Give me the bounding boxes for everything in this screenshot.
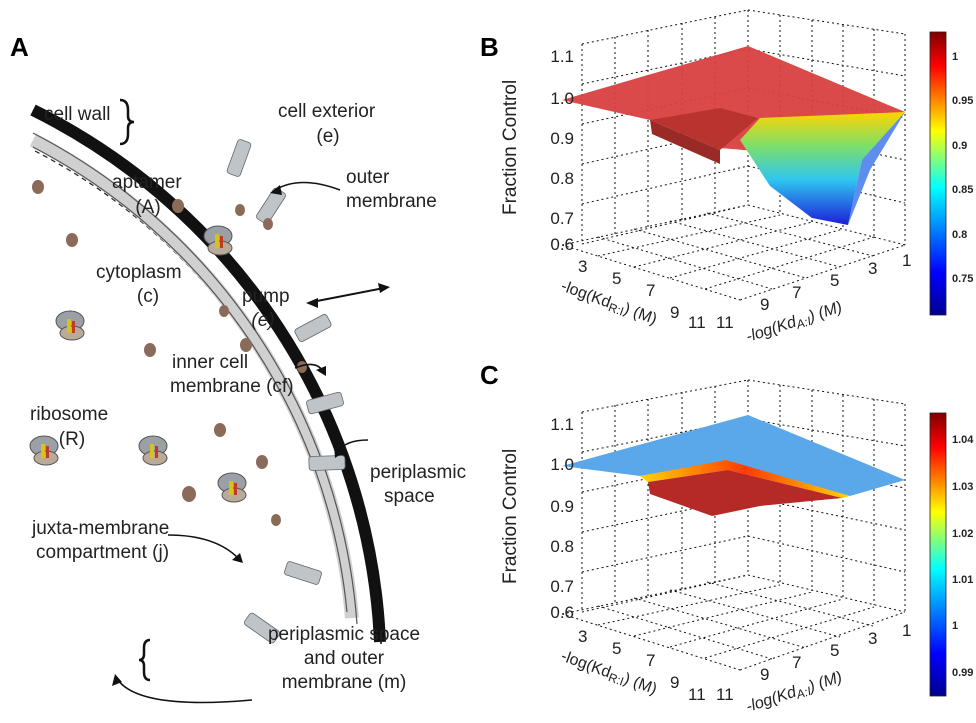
- panel-b-colorbar-tick: 0.75: [952, 273, 973, 285]
- panel-b-colorbar: [929, 31, 947, 316]
- panel-b-y-tick: 11: [716, 313, 734, 332]
- panel-c-y-tick: 3: [868, 629, 877, 648]
- label-cell-wall: cell wall: [44, 104, 111, 125]
- panel-b-x-tick: 3: [578, 257, 587, 276]
- cell-wall-band: [30, 104, 386, 643]
- panel-a-letter: A: [10, 32, 29, 62]
- label-ribosome-abbrev: (R): [59, 429, 85, 450]
- panel-b-colorbar-tick: 0.95: [952, 95, 973, 107]
- label-ribosome: ribosome: [30, 404, 108, 425]
- panel-b-surface: [562, 46, 905, 225]
- panel-c-x-tick: 5: [612, 639, 621, 658]
- label-cell-exterior: cell exterior: [278, 101, 376, 122]
- label-juxta-2: compartment (j): [36, 542, 169, 563]
- panel-c-colorbar-tick: 1.02: [952, 528, 973, 540]
- panel-c-colorbar-tick: 1: [952, 620, 958, 632]
- panel-b-colorbar-tick: 0.9: [952, 140, 967, 152]
- panel-c-colorbar-tick: 1.03: [952, 481, 973, 493]
- label-pump: pump: [242, 286, 290, 307]
- panel-c-z-tick: 0.6: [550, 603, 574, 622]
- ribosome-icons: [29, 225, 247, 503]
- panel-c-colorbar-tick: 0.99: [952, 667, 973, 679]
- panel-b-x-tick: 11: [688, 313, 706, 332]
- panel-c-y-tick: 7: [792, 653, 801, 672]
- label-ps-om-1: periplasmic space: [268, 624, 420, 645]
- panel-b-colorbar-tick: 0.85: [952, 184, 973, 196]
- panel-b-x-tick: 5: [612, 269, 621, 288]
- panel-b-x-tick: 9: [670, 303, 679, 322]
- panel-b-x-tick: 7: [646, 281, 655, 300]
- panel-c-colorbar: [929, 412, 947, 697]
- label-outer-membrane-1: outer: [346, 167, 390, 188]
- panel-c-x-label: -log(KdR:I) (M): [558, 648, 659, 700]
- panel-c-y-tick: 1: [902, 621, 911, 640]
- panel-b-y-tick: 9: [760, 295, 769, 314]
- label-cell-exterior-abbrev: (e): [316, 126, 339, 147]
- label-cytoplasm-abbrev: (c): [137, 286, 159, 307]
- panel-c-y-tick: 11: [716, 685, 734, 704]
- panel-b-z-tick: 0.9: [550, 129, 574, 148]
- panel-b-z-tick: 0.7: [550, 209, 574, 228]
- label-periplasmic-2: space: [384, 486, 435, 507]
- label-aptamer-abbrev: (A): [135, 197, 160, 218]
- aptamer-molecules: [32, 180, 307, 526]
- panel-b-z-tick: 0.6: [550, 235, 574, 254]
- panel-c: C 1.1: [480, 360, 974, 716]
- panel-c-z-tick: 0.7: [550, 577, 574, 596]
- panel-b-y-tick: 1: [902, 251, 911, 270]
- panel-c-x-tick: 11: [688, 685, 706, 704]
- pump-proteins: [226, 139, 346, 644]
- panel-b-y-tick: 5: [830, 271, 839, 290]
- label-inner-membrane-1: inner cell: [172, 352, 248, 373]
- cell-wall-brace: [119, 98, 135, 146]
- panel-c-z-label: Fraction Control: [500, 449, 521, 584]
- label-cytoplasm: cytoplasm: [96, 262, 182, 283]
- panel-b-y-tick: 7: [792, 283, 801, 302]
- panel-b-colorbar-tick: 0.8: [952, 229, 967, 241]
- panel-c-z-tick: 0.8: [550, 537, 574, 556]
- panel-c-y-tick: 5: [830, 641, 839, 660]
- label-juxta-1: juxta-membrane: [31, 518, 169, 539]
- panel-b-z-tick: 0.8: [550, 169, 574, 188]
- panel-c-x-tick: 7: [646, 651, 655, 670]
- inner-membrane-band: [29, 133, 359, 619]
- panel-b-x-label: -log(KdR:I) (M): [558, 278, 659, 330]
- label-outer-membrane-2: membrane: [346, 191, 437, 212]
- panel-b-z-tick: 1.1: [550, 47, 574, 66]
- label-ps-om-2: and outer: [304, 648, 385, 669]
- panel-b-letter: B: [480, 32, 499, 62]
- panel-b-z-label: Fraction Control: [500, 80, 521, 215]
- panel-c-z-tick: 1.0: [550, 455, 574, 474]
- label-aptamer: aptamer: [112, 172, 182, 193]
- label-ps-om-3: membrane (m): [282, 672, 407, 693]
- panel-b-y-tick: 3: [868, 259, 877, 278]
- label-inner-membrane-2: membrane (cf): [170, 376, 294, 397]
- label-pump-abbrev: (e): [251, 310, 274, 331]
- panel-c-surface: [562, 415, 905, 516]
- panel-c-letter: C: [480, 360, 499, 390]
- inner-membrane-edge-outer: [32, 132, 358, 625]
- panel-c-x-tick: 3: [578, 627, 587, 646]
- panel-b-z-tick: 1.0: [550, 89, 574, 108]
- label-periplasmic-1: periplasmic: [370, 462, 466, 483]
- callout-arrows: [117, 181, 369, 704]
- bottom-brace: [138, 638, 151, 682]
- panel-c-y-tick: 9: [760, 665, 769, 684]
- pump-arrow: [306, 283, 390, 308]
- callout-arrowheads: [112, 185, 344, 686]
- panel-c-z-tick: 0.9: [550, 497, 574, 516]
- panel-c-x-tick: 9: [670, 673, 679, 692]
- panel-c-colorbar-tick: 1.04: [952, 434, 974, 446]
- panel-a: A: [10, 32, 466, 704]
- panel-b: B: [480, 9, 973, 346]
- panel-b-colorbar-tick: 1: [952, 51, 958, 63]
- panel-c-colorbar-tick: 1.01: [952, 574, 973, 586]
- panel-c-z-tick: 1.1: [550, 415, 574, 434]
